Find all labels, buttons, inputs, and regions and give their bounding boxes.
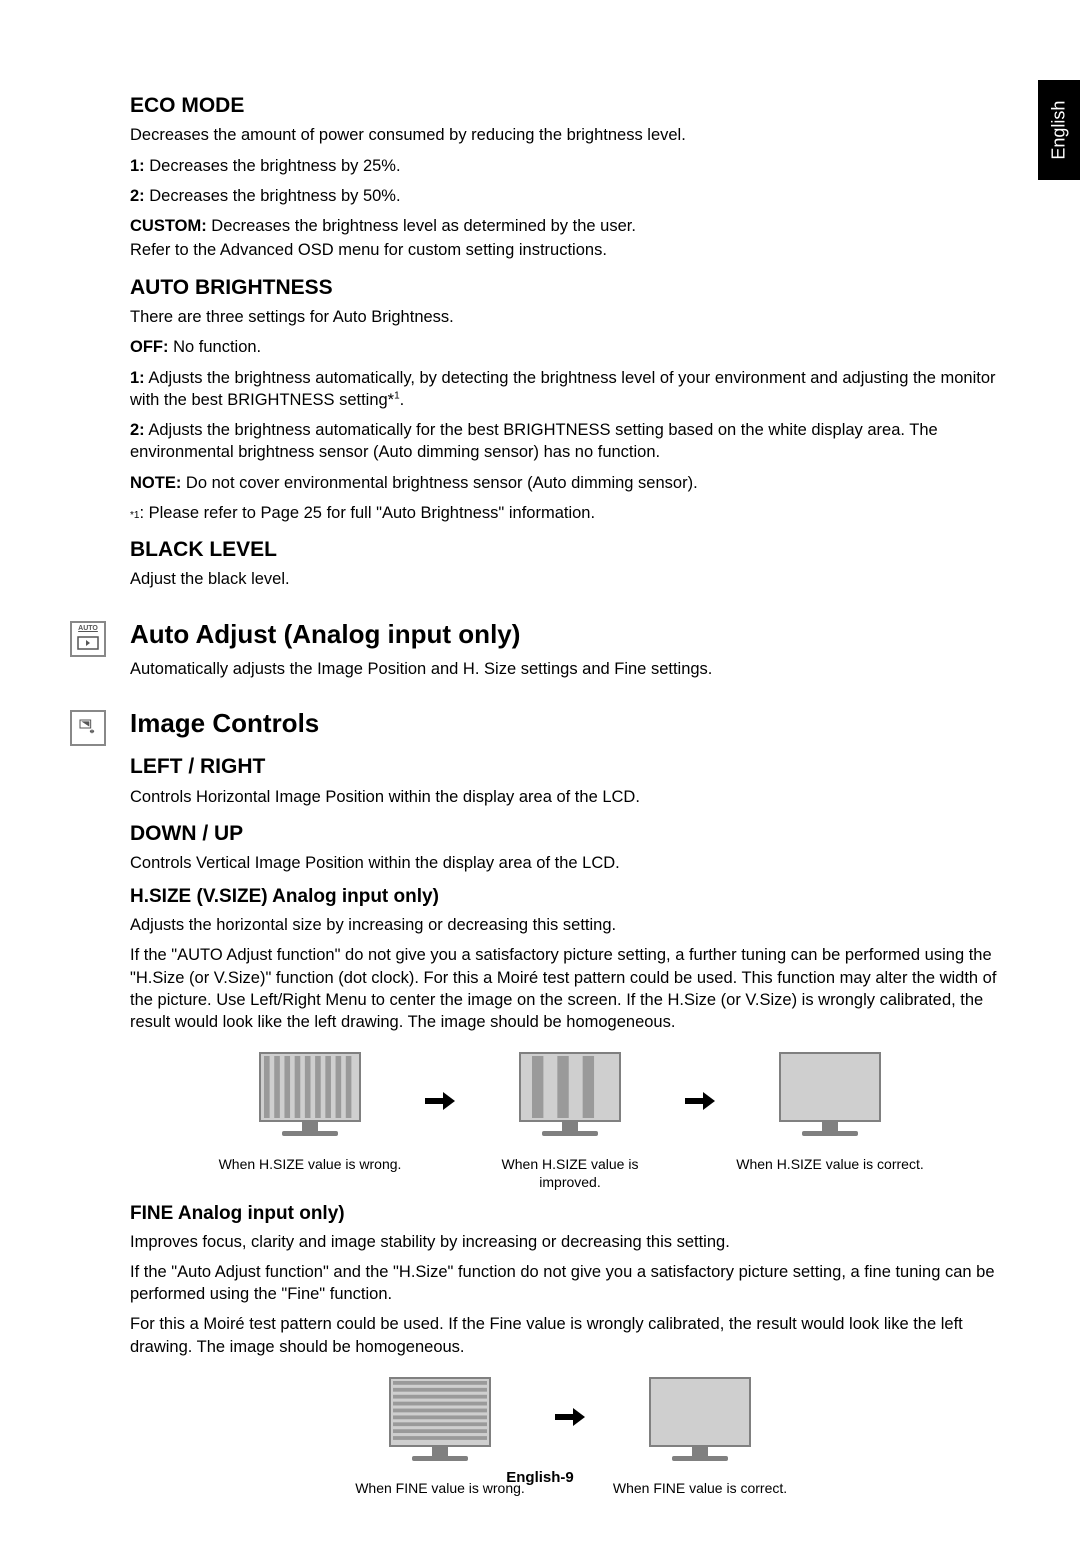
auto-brightness-item1-text: Adjusts the brightness automatically, by… xyxy=(130,369,996,409)
auto-brightness-item1-tail: . xyxy=(400,391,405,409)
auto-brightness-item1: 1: Adjusts the brightness automatically,… xyxy=(130,367,1010,412)
auto-brightness-intro: There are three settings for Auto Bright… xyxy=(130,306,1010,328)
monitor-figure: When H.SIZE value is improved. xyxy=(475,1047,665,1191)
down-up-text: Controls Vertical Image Position within … xyxy=(130,852,1010,874)
eco-mode-item2: 2: Decreases the brightness by 50%. xyxy=(130,185,1010,207)
auto-brightness-item2-label: 2: xyxy=(130,421,145,439)
image-controls-icon xyxy=(70,710,106,746)
arrow-icon xyxy=(683,1090,717,1118)
auto-adjust-icon-label: AUTO xyxy=(78,624,98,633)
page-footer: English-9 xyxy=(0,1468,1080,1488)
eco-mode-custom: CUSTOM: Decreases the brightness level a… xyxy=(130,215,1010,237)
image-controls-heading: Image Controls xyxy=(130,706,1010,741)
black-level-text: Adjust the black level. xyxy=(130,568,1010,590)
arrow-icon xyxy=(553,1406,587,1434)
image-controls-section: Image Controls LEFT / RIGHT Controls Hor… xyxy=(130,706,1010,1497)
auto-brightness-heading: AUTO BRIGHTNESS xyxy=(130,274,1010,302)
left-right-heading: LEFT / RIGHT xyxy=(130,753,1010,781)
auto-brightness-note-text: Do not cover environmental brightness se… xyxy=(181,474,697,492)
eco-mode-item1-label: 1: xyxy=(130,157,145,175)
figure-caption: When H.SIZE value is improved. xyxy=(475,1155,665,1191)
auto-brightness-item2: 2: Adjusts the brightness automatically … xyxy=(130,419,1010,464)
arrow-icon xyxy=(423,1090,457,1118)
hsize-figure-row: When H.SIZE value is wrong. When H.SIZE … xyxy=(130,1047,1010,1191)
eco-mode-custom-text: Decreases the brightness level as determ… xyxy=(207,217,636,235)
fine-p1: Improves focus, clarity and image stabil… xyxy=(130,1231,1010,1253)
left-right-text: Controls Horizontal Image Position withi… xyxy=(130,786,1010,808)
hsize-heading: H.SIZE (V.SIZE) Analog input only) xyxy=(130,884,1010,910)
eco-mode-item1: 1: Decreases the brightness by 25%. xyxy=(130,155,1010,177)
eco-mode-item2-text: Decreases the brightness by 50%. xyxy=(145,187,401,205)
auto-brightness-off-label: OFF: xyxy=(130,338,169,356)
figure-caption: When H.SIZE value is wrong. xyxy=(215,1155,405,1173)
monitor-figure: When H.SIZE value is correct. xyxy=(735,1047,925,1172)
eco-mode-heading: ECO MODE xyxy=(130,92,1010,120)
eco-mode-intro: Decreases the amount of power consumed b… xyxy=(130,124,1010,146)
auto-brightness-note-label: NOTE: xyxy=(130,474,181,492)
auto-brightness-item1-label: 1: xyxy=(130,369,145,387)
fine-heading: FINE Analog input only) xyxy=(130,1201,1010,1227)
eco-mode-custom2: Refer to the Advanced OSD menu for custo… xyxy=(130,239,1010,261)
figure-caption: When H.SIZE value is correct. xyxy=(735,1155,925,1173)
auto-adjust-text: Automatically adjusts the Image Position… xyxy=(130,658,1010,680)
eco-mode-custom-label: CUSTOM: xyxy=(130,217,207,235)
hsize-p1: Adjusts the horizontal size by increasin… xyxy=(130,914,1010,936)
auto-adjust-icon: AUTO xyxy=(70,621,106,657)
auto-brightness-note: NOTE: Do not cover environmental brightn… xyxy=(130,472,1010,494)
page-content: ECO MODE Decreases the amount of power c… xyxy=(0,0,1080,1547)
fine-p2: If the "Auto Adjust function" and the "H… xyxy=(130,1261,1010,1306)
eco-mode-item2-label: 2: xyxy=(130,187,145,205)
auto-brightness-footnote-text: : Please refer to Page 25 for full "Auto… xyxy=(139,504,595,522)
monitor-figure: When H.SIZE value is wrong. xyxy=(215,1047,405,1172)
auto-brightness-off: OFF: No function. xyxy=(130,336,1010,358)
black-level-heading: BLACK LEVEL xyxy=(130,536,1010,564)
auto-brightness-item2-text: Adjusts the brightness automatically for… xyxy=(130,421,938,461)
auto-adjust-heading: Auto Adjust (Analog input only) xyxy=(130,617,1010,652)
fine-p3: For this a Moiré test pattern could be u… xyxy=(130,1313,1010,1358)
auto-adjust-section: AUTO Auto Adjust (Analog input only) Aut… xyxy=(130,617,1010,680)
eco-mode-item1-text: Decreases the brightness by 25%. xyxy=(145,157,401,175)
auto-brightness-off-text: No function. xyxy=(169,338,262,356)
down-up-heading: DOWN / UP xyxy=(130,820,1010,848)
auto-brightness-footnote: *1: Please refer to Page 25 for full "Au… xyxy=(130,502,1010,524)
hsize-p2: If the "AUTO Adjust function" do not giv… xyxy=(130,944,1010,1033)
